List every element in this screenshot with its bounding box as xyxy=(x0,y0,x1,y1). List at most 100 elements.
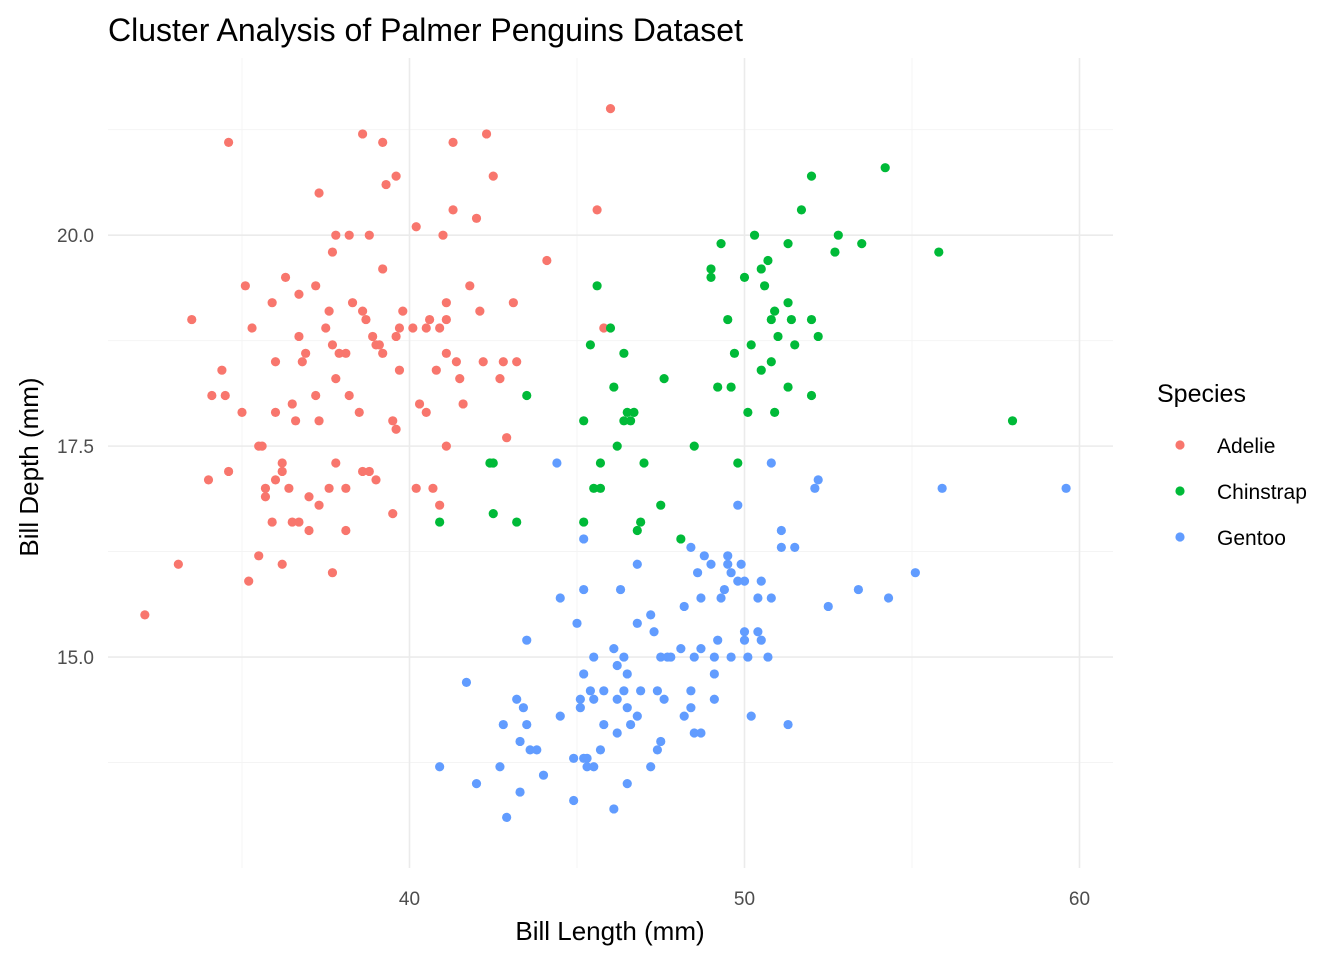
data-point-gentoo xyxy=(555,593,565,603)
data-point-gentoo xyxy=(612,694,622,704)
data-point-adelie xyxy=(294,331,304,342)
data-point-chinstrap xyxy=(770,407,780,417)
data-point-adelie xyxy=(203,475,214,485)
data-point-gentoo xyxy=(689,652,699,662)
data-point-gentoo xyxy=(706,559,716,569)
data-point-adelie xyxy=(277,458,287,468)
data-point-gentoo xyxy=(525,745,535,755)
data-point-chinstrap xyxy=(676,534,686,544)
data-point-gentoo xyxy=(589,762,599,772)
legend-key-chinstrap xyxy=(1175,486,1185,496)
tick-labels: 40 50 60 15.0 17.5 20.0 xyxy=(57,226,1090,910)
data-point-chinstrap xyxy=(522,390,532,401)
data-point-adelie xyxy=(458,399,468,409)
data-point-adelie xyxy=(224,137,234,147)
data-point-gentoo xyxy=(743,652,753,662)
data-point-adelie xyxy=(592,205,602,215)
data-point-gentoo xyxy=(599,686,609,696)
data-point-gentoo xyxy=(823,601,833,612)
data-point-gentoo xyxy=(599,719,609,730)
data-point-chinstrap xyxy=(512,517,522,527)
data-point-adelie xyxy=(411,222,421,232)
data-point-adelie xyxy=(277,466,287,477)
data-point-gentoo xyxy=(723,551,733,561)
data-point-gentoo xyxy=(910,568,920,578)
data-point-gentoo xyxy=(646,610,656,620)
data-point-chinstrap xyxy=(786,314,797,325)
data-point-gentoo xyxy=(709,669,719,679)
data-point-adelie xyxy=(391,424,401,434)
data-point-chinstrap xyxy=(632,525,642,536)
data-point-adelie xyxy=(358,129,368,139)
data-point-adelie xyxy=(394,323,405,333)
data-point-gentoo xyxy=(776,525,786,536)
data-point-chinstrap xyxy=(833,230,843,240)
data-point-chinstrap xyxy=(743,407,753,417)
data-point-chinstrap xyxy=(589,483,599,493)
data-point-chinstrap xyxy=(746,340,756,350)
data-point-adelie xyxy=(388,509,398,519)
data-point-chinstrap xyxy=(488,509,498,519)
data-point-adelie xyxy=(394,365,405,375)
data-point-chinstrap xyxy=(612,441,622,451)
legend-label-chinstrap: Chinstrap xyxy=(1217,481,1307,504)
data-point-gentoo xyxy=(679,711,689,721)
data-point-chinstrap xyxy=(592,281,602,291)
y-tick-label: 15.0 xyxy=(57,648,94,669)
data-point-adelie xyxy=(247,323,257,333)
legend-label-adelie: Adelie xyxy=(1217,435,1275,458)
data-point-adelie xyxy=(257,441,267,451)
data-point-gentoo xyxy=(719,584,730,595)
data-point-adelie xyxy=(495,374,505,384)
y-tick-label: 20.0 xyxy=(57,226,94,247)
data-point-adelie xyxy=(371,475,381,485)
data-point-chinstrap xyxy=(806,390,817,401)
data-point-gentoo xyxy=(522,719,532,730)
data-point-gentoo xyxy=(753,593,763,603)
data-point-gentoo xyxy=(699,551,709,561)
data-point-gentoo xyxy=(622,703,632,713)
data-point-chinstrap xyxy=(783,239,793,249)
data-point-chinstrap xyxy=(749,230,760,240)
data-point-adelie xyxy=(260,492,271,502)
data-point-adelie xyxy=(411,483,421,493)
data-point-chinstrap xyxy=(766,314,776,325)
data-point-chinstrap xyxy=(739,272,750,282)
data-point-adelie xyxy=(267,298,277,308)
data-point-gentoo xyxy=(515,787,525,797)
data-point-adelie xyxy=(294,289,304,299)
data-point-gentoo xyxy=(766,593,776,603)
data-points xyxy=(140,104,1071,822)
data-point-chinstrap xyxy=(605,323,616,333)
data-point-gentoo xyxy=(813,475,823,485)
data-point-gentoo xyxy=(649,627,659,637)
data-point-gentoo xyxy=(709,652,719,662)
data-point-chinstrap xyxy=(783,298,793,308)
data-point-gentoo xyxy=(609,644,619,654)
data-point-adelie xyxy=(254,551,264,561)
data-point-adelie xyxy=(344,230,354,240)
data-point-adelie xyxy=(428,483,438,493)
data-point-gentoo xyxy=(518,703,529,713)
data-point-gentoo xyxy=(555,711,565,721)
data-point-gentoo xyxy=(753,627,763,637)
data-point-chinstrap xyxy=(595,483,606,493)
data-point-gentoo xyxy=(790,542,800,552)
data-point-chinstrap xyxy=(766,357,776,367)
data-point-chinstrap xyxy=(796,205,807,215)
data-point-gentoo xyxy=(632,711,642,721)
data-point-chinstrap xyxy=(756,365,766,375)
data-point-adelie xyxy=(287,399,297,409)
data-point-gentoo xyxy=(736,559,746,569)
data-point-chinstrap xyxy=(435,517,445,527)
data-point-chinstrap xyxy=(773,331,783,342)
data-point-adelie xyxy=(311,281,321,291)
data-point-adelie xyxy=(344,390,354,401)
data-point-gentoo xyxy=(776,542,786,552)
data-point-gentoo xyxy=(659,694,669,704)
data-point-adelie xyxy=(331,458,341,468)
data-point-chinstrap xyxy=(733,458,743,468)
data-point-adelie xyxy=(378,264,388,274)
